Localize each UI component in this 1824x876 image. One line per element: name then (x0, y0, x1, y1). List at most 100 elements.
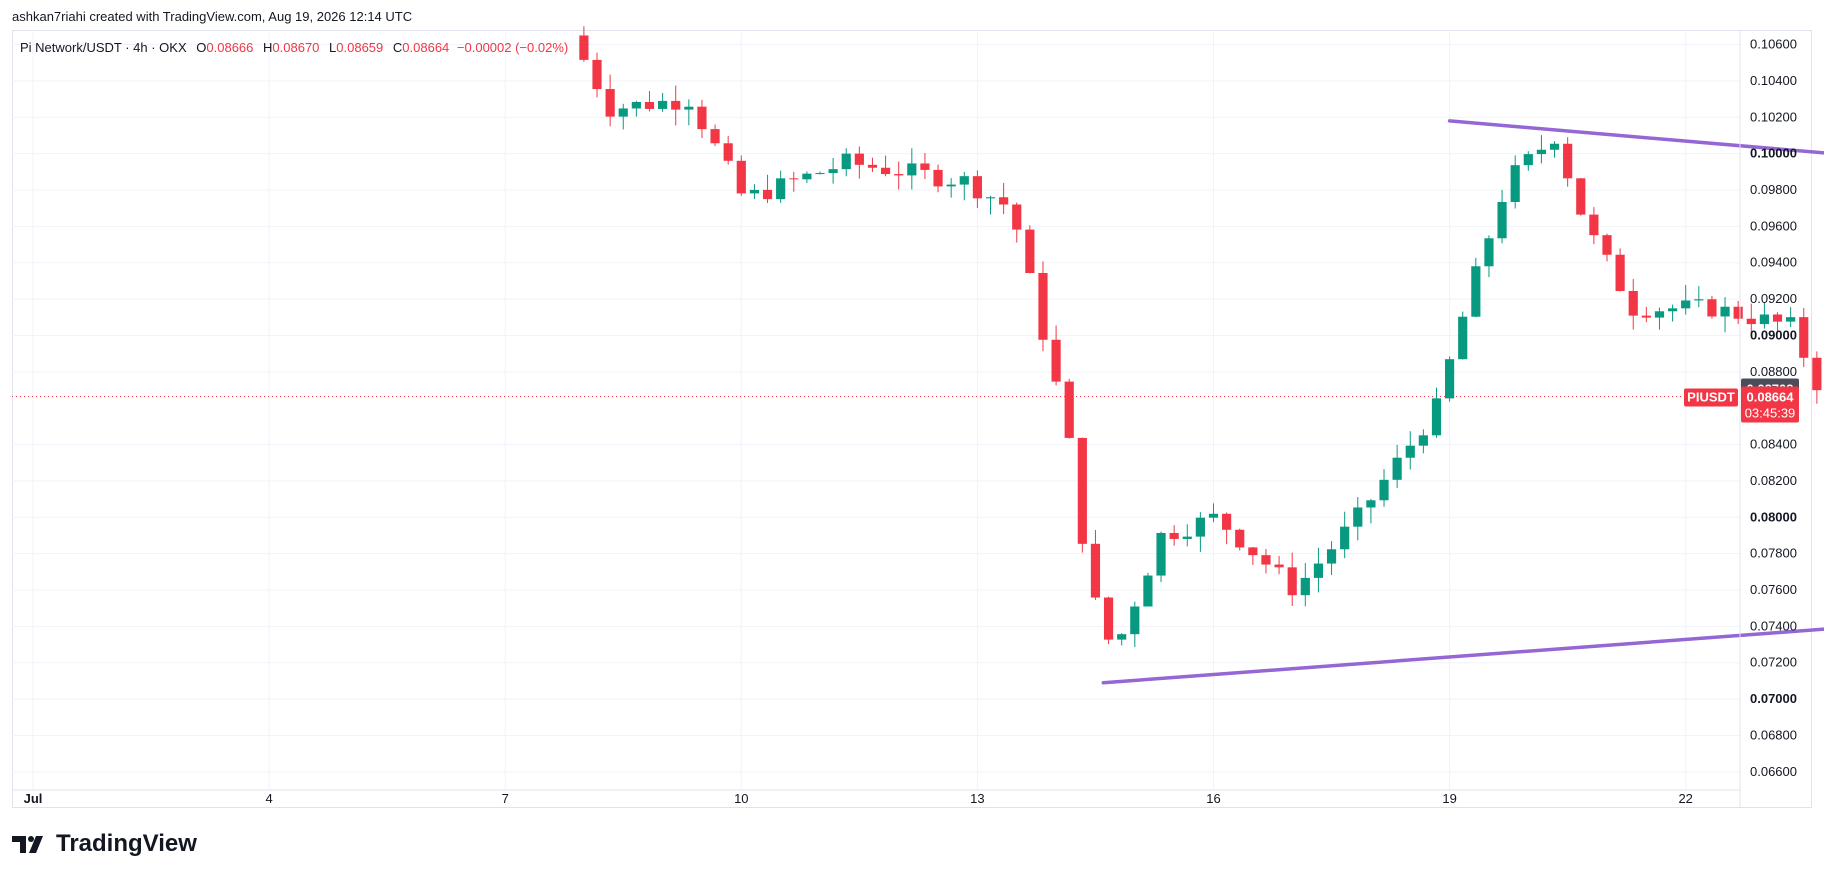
candle (907, 148, 917, 190)
candle (1038, 261, 1048, 352)
candle (1720, 297, 1730, 333)
x-tick-label: 13 (970, 791, 984, 806)
candle (671, 85, 681, 126)
y-tick-label: 0.07000 (1750, 691, 1797, 706)
chart-grid (12, 30, 1740, 790)
chart-frame[interactable] (12, 30, 1812, 808)
candle (1077, 437, 1087, 553)
candle (1248, 546, 1258, 565)
y-tick-label: 0.10200 (1750, 109, 1797, 124)
candle (946, 178, 956, 198)
candle (1536, 135, 1547, 164)
candle (1418, 429, 1428, 454)
candle (1563, 137, 1573, 187)
candle (1458, 311, 1468, 360)
low-label: L (329, 40, 337, 55)
candle (1431, 387, 1442, 438)
candle (1182, 524, 1192, 547)
chart-attribution: ashkan7riahi created with TradingView.co… (12, 9, 413, 24)
trendline-support[interactable] (1101, 432, 1824, 685)
tradingview-logo-icon (12, 836, 43, 853)
candle (841, 148, 851, 177)
candle (1576, 177, 1586, 216)
x-tick-label: 19 (1442, 791, 1456, 806)
candle (999, 182, 1009, 215)
candle (1366, 499, 1376, 524)
y-tick-label: 0.08800 (1750, 364, 1797, 379)
candle (1379, 469, 1389, 507)
candle (789, 171, 799, 192)
y-tick-label: 0.07800 (1750, 546, 1797, 561)
candle (1694, 286, 1704, 308)
candle (1681, 284, 1691, 315)
candle (1051, 325, 1061, 386)
x-tick-label: 7 (502, 791, 509, 806)
candle (723, 135, 733, 165)
candle (1484, 235, 1494, 278)
candle (1130, 601, 1140, 648)
candle (802, 171, 812, 183)
candle (867, 157, 878, 173)
change-value: −0.00002 (−0.02%) (456, 40, 569, 55)
candle (1667, 304, 1678, 322)
symbol-title: Pi Network/USDT · 4h · OKX (20, 40, 187, 55)
candle (1602, 233, 1612, 262)
y-tick-label: 0.08000 (1750, 509, 1797, 524)
candle (684, 99, 694, 126)
y-tick-label: 0.08200 (1750, 473, 1797, 488)
candle (1549, 141, 1560, 158)
candle (854, 146, 864, 179)
candle (592, 52, 602, 98)
y-tick-label: 0.10400 (1750, 73, 1797, 88)
close-label: C (392, 40, 403, 55)
candle (776, 170, 786, 203)
candle (1261, 548, 1271, 574)
candle (1497, 189, 1507, 244)
price-axis: 0.10600 0.10400 0.10200 0.10000 0.09800 0.096… (1739, 30, 1797, 808)
symbol-price-tag: PIUSDT (1684, 388, 1738, 407)
candle (1064, 378, 1074, 439)
candle (1025, 225, 1035, 274)
candle (1523, 151, 1533, 171)
candle (1274, 555, 1284, 575)
candle (1615, 248, 1625, 292)
close-value: 0.08664 (402, 40, 450, 55)
candle (972, 170, 982, 208)
y-tick-label: 0.08400 (1750, 437, 1797, 452)
candle (1641, 306, 1651, 323)
candle (1169, 525, 1179, 546)
candle (959, 171, 969, 201)
candle (828, 158, 838, 184)
candle (1287, 552, 1297, 607)
candle (1812, 351, 1822, 404)
candle (1445, 356, 1455, 402)
high-value: 0.08670 (272, 40, 320, 55)
tradingview-brand[interactable]: TradingView (12, 830, 197, 858)
candle (1759, 302, 1769, 329)
candle (1589, 207, 1599, 245)
candle (1746, 303, 1756, 335)
symbol-legend[interactable]: Pi Network/USDT · 4h · OKX O0.08666 H0.0… (20, 40, 568, 55)
y-tick-label: 0.10000 (1750, 146, 1797, 161)
y-tick-label: 0.07200 (1750, 655, 1797, 670)
x-tick-label: 22 (1678, 791, 1692, 806)
candle (736, 155, 746, 196)
candle (1313, 547, 1324, 593)
x-tick-label: Jul (24, 791, 43, 806)
candle (1799, 308, 1809, 368)
candle (920, 152, 930, 179)
candle (1235, 528, 1245, 551)
candle (1471, 257, 1481, 318)
candle (1195, 512, 1205, 552)
candle (1156, 531, 1166, 583)
y-tick-label: 0.06800 (1750, 727, 1797, 742)
candle (697, 99, 707, 139)
trendlines (1101, 119, 1824, 685)
candle (1786, 307, 1796, 328)
open-label: O (196, 40, 207, 55)
candle (605, 74, 615, 127)
y-tick-label: 0.07600 (1750, 582, 1797, 597)
